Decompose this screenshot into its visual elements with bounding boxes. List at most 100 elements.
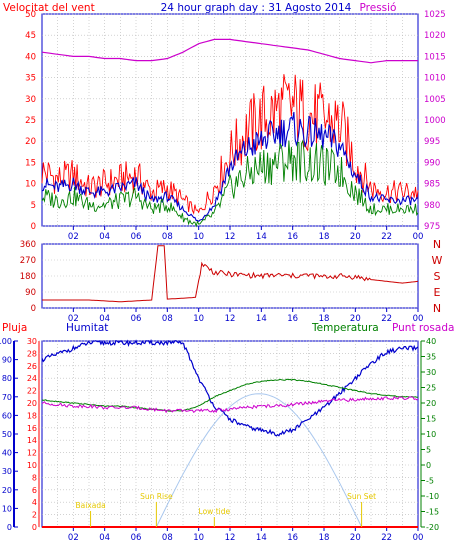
x-tick-label: 00 <box>413 314 424 324</box>
humidity-tick-label: 80 <box>2 374 12 383</box>
series-average <box>41 139 419 228</box>
x-tick-label: 18 <box>319 533 330 543</box>
sun-elevation-curve <box>155 393 363 528</box>
series-wind-direction <box>42 245 419 303</box>
y-left-tick-label: 90 <box>25 288 36 298</box>
temperature-tick-label: 30 <box>426 368 436 377</box>
x-tick-label: 12 <box>225 232 236 242</box>
temperature-tick-label: -10 <box>426 492 439 501</box>
y-right-tick-label: 1025 <box>424 10 446 20</box>
y-left-tick-label: 45 <box>25 31 36 41</box>
compass-label: N <box>433 238 441 251</box>
humidity-tick-label: 20 <box>2 486 12 495</box>
humidity-tick-label: 70 <box>2 393 12 402</box>
y-left-tick-label: 30 <box>25 95 36 105</box>
rain-axis-title: Pluja <box>2 322 27 334</box>
temperature-tick-label: -20 <box>426 523 439 532</box>
x-tick-label: 20 <box>350 533 361 543</box>
y-right-tick-label: 1015 <box>424 52 446 62</box>
humidity-tick-label: 30 <box>2 467 12 476</box>
y-left-tick-label: 25 <box>25 116 36 126</box>
series-pressure <box>41 38 418 64</box>
graph-title: 24 hour graph day : 31 Agosto 2014 <box>161 2 352 14</box>
x-tick-label: 02 <box>68 314 79 324</box>
x-tick-label: 18 <box>319 232 330 242</box>
x-tick-label: 22 <box>381 314 392 324</box>
humidity-tick-label: 0 <box>7 523 12 532</box>
rain-tick-label: 14 <box>27 436 37 445</box>
pressure-axis-title: Pressió <box>360 2 397 14</box>
x-tick-label: 10 <box>193 314 204 324</box>
x-tick-label: 06 <box>131 314 142 324</box>
x-tick-label: 08 <box>162 314 173 324</box>
rain-tick-label: 12 <box>27 449 37 458</box>
temperature-axis-title: Temperatura <box>311 322 379 334</box>
annotation-label: Sun Rise <box>140 492 173 501</box>
y-left-tick-label: 0 <box>31 304 36 314</box>
rain-tick-label: 16 <box>27 424 37 433</box>
humidity-tick-label: 40 <box>2 449 12 458</box>
annotation-label: Sun Set <box>347 492 376 501</box>
x-tick-label: 16 <box>287 232 298 242</box>
annotation-label: Baixada <box>75 501 105 510</box>
series-gust <box>41 74 419 215</box>
x-tick-label: 14 <box>256 232 267 242</box>
rain-tick-label: 10 <box>27 461 37 470</box>
temperature-tick-label: 25 <box>426 384 436 393</box>
y-left-tick-label: 15 <box>25 158 36 168</box>
temperature-tick-label: -5 <box>426 477 434 486</box>
x-tick-label: 04 <box>99 314 110 324</box>
series-speed <box>41 111 419 223</box>
y-right-tick-label: 1010 <box>424 74 446 84</box>
x-tick-label: 10 <box>193 232 204 242</box>
x-tick-label: 04 <box>99 533 110 543</box>
humidity-tick-label: 50 <box>2 430 12 439</box>
rain-tick-label: 8 <box>32 473 37 482</box>
temperature-tick-label: 10 <box>426 430 436 439</box>
rain-tick-label: 22 <box>27 387 37 396</box>
temperature-tick-label: 15 <box>426 415 436 424</box>
y-left-tick-label: 0 <box>31 222 36 232</box>
x-tick-label: 10 <box>193 533 204 543</box>
rain-tick-label: 4 <box>32 498 37 507</box>
temperature-tick-label: 20 <box>426 399 436 408</box>
y-left-tick-label: 35 <box>25 74 36 84</box>
rain-tick-label: 2 <box>32 511 37 520</box>
plot-frame <box>41 243 419 309</box>
compass-label: S <box>434 270 441 283</box>
x-tick-label: 22 <box>381 232 392 242</box>
rain-tick-label: 6 <box>32 486 37 495</box>
rain-tick-label: 18 <box>27 411 37 420</box>
x-tick-label: 12 <box>225 533 236 543</box>
temperature-tick-label: 0 <box>426 461 431 470</box>
x-tick-label: 00 <box>413 232 424 242</box>
x-tick-label: 20 <box>350 314 361 324</box>
compass-label: N <box>433 302 441 315</box>
x-tick-label: 14 <box>256 533 267 543</box>
y-left-tick-label: 270 <box>20 256 36 266</box>
rain-tick-label: 30 <box>27 337 37 346</box>
y-left-tick-label: 40 <box>25 52 36 62</box>
rain-tick-label: 28 <box>27 349 37 358</box>
x-tick-label: 04 <box>99 232 110 242</box>
y-left-tick-label: 50 <box>25 10 36 20</box>
series-dewpoint <box>41 395 419 414</box>
x-tick-label: 02 <box>68 232 79 242</box>
humidity-tick-label: 10 <box>2 504 12 513</box>
y-right-tick-label: 975 <box>424 222 440 232</box>
rain-tick-label: 20 <box>27 399 37 408</box>
wind-pressure-panel: 0510152025303540455097598098599099510001… <box>25 10 445 242</box>
x-tick-label: 00 <box>413 533 424 543</box>
y-right-tick-label: 985 <box>424 180 440 190</box>
humidity-axis-title: Humitat <box>66 322 108 334</box>
humidity-tick-label: 60 <box>2 411 12 420</box>
series-temperature <box>41 378 418 412</box>
y-right-tick-label: 1005 <box>424 95 446 105</box>
y-left-tick-label: 180 <box>20 272 36 282</box>
wind-speed-axis-title: Velocitat del vent <box>3 2 95 14</box>
rain-tick-label: 24 <box>27 374 37 383</box>
y-left-tick-label: 5 <box>31 201 36 211</box>
rain-tick-label: 26 <box>27 362 37 371</box>
